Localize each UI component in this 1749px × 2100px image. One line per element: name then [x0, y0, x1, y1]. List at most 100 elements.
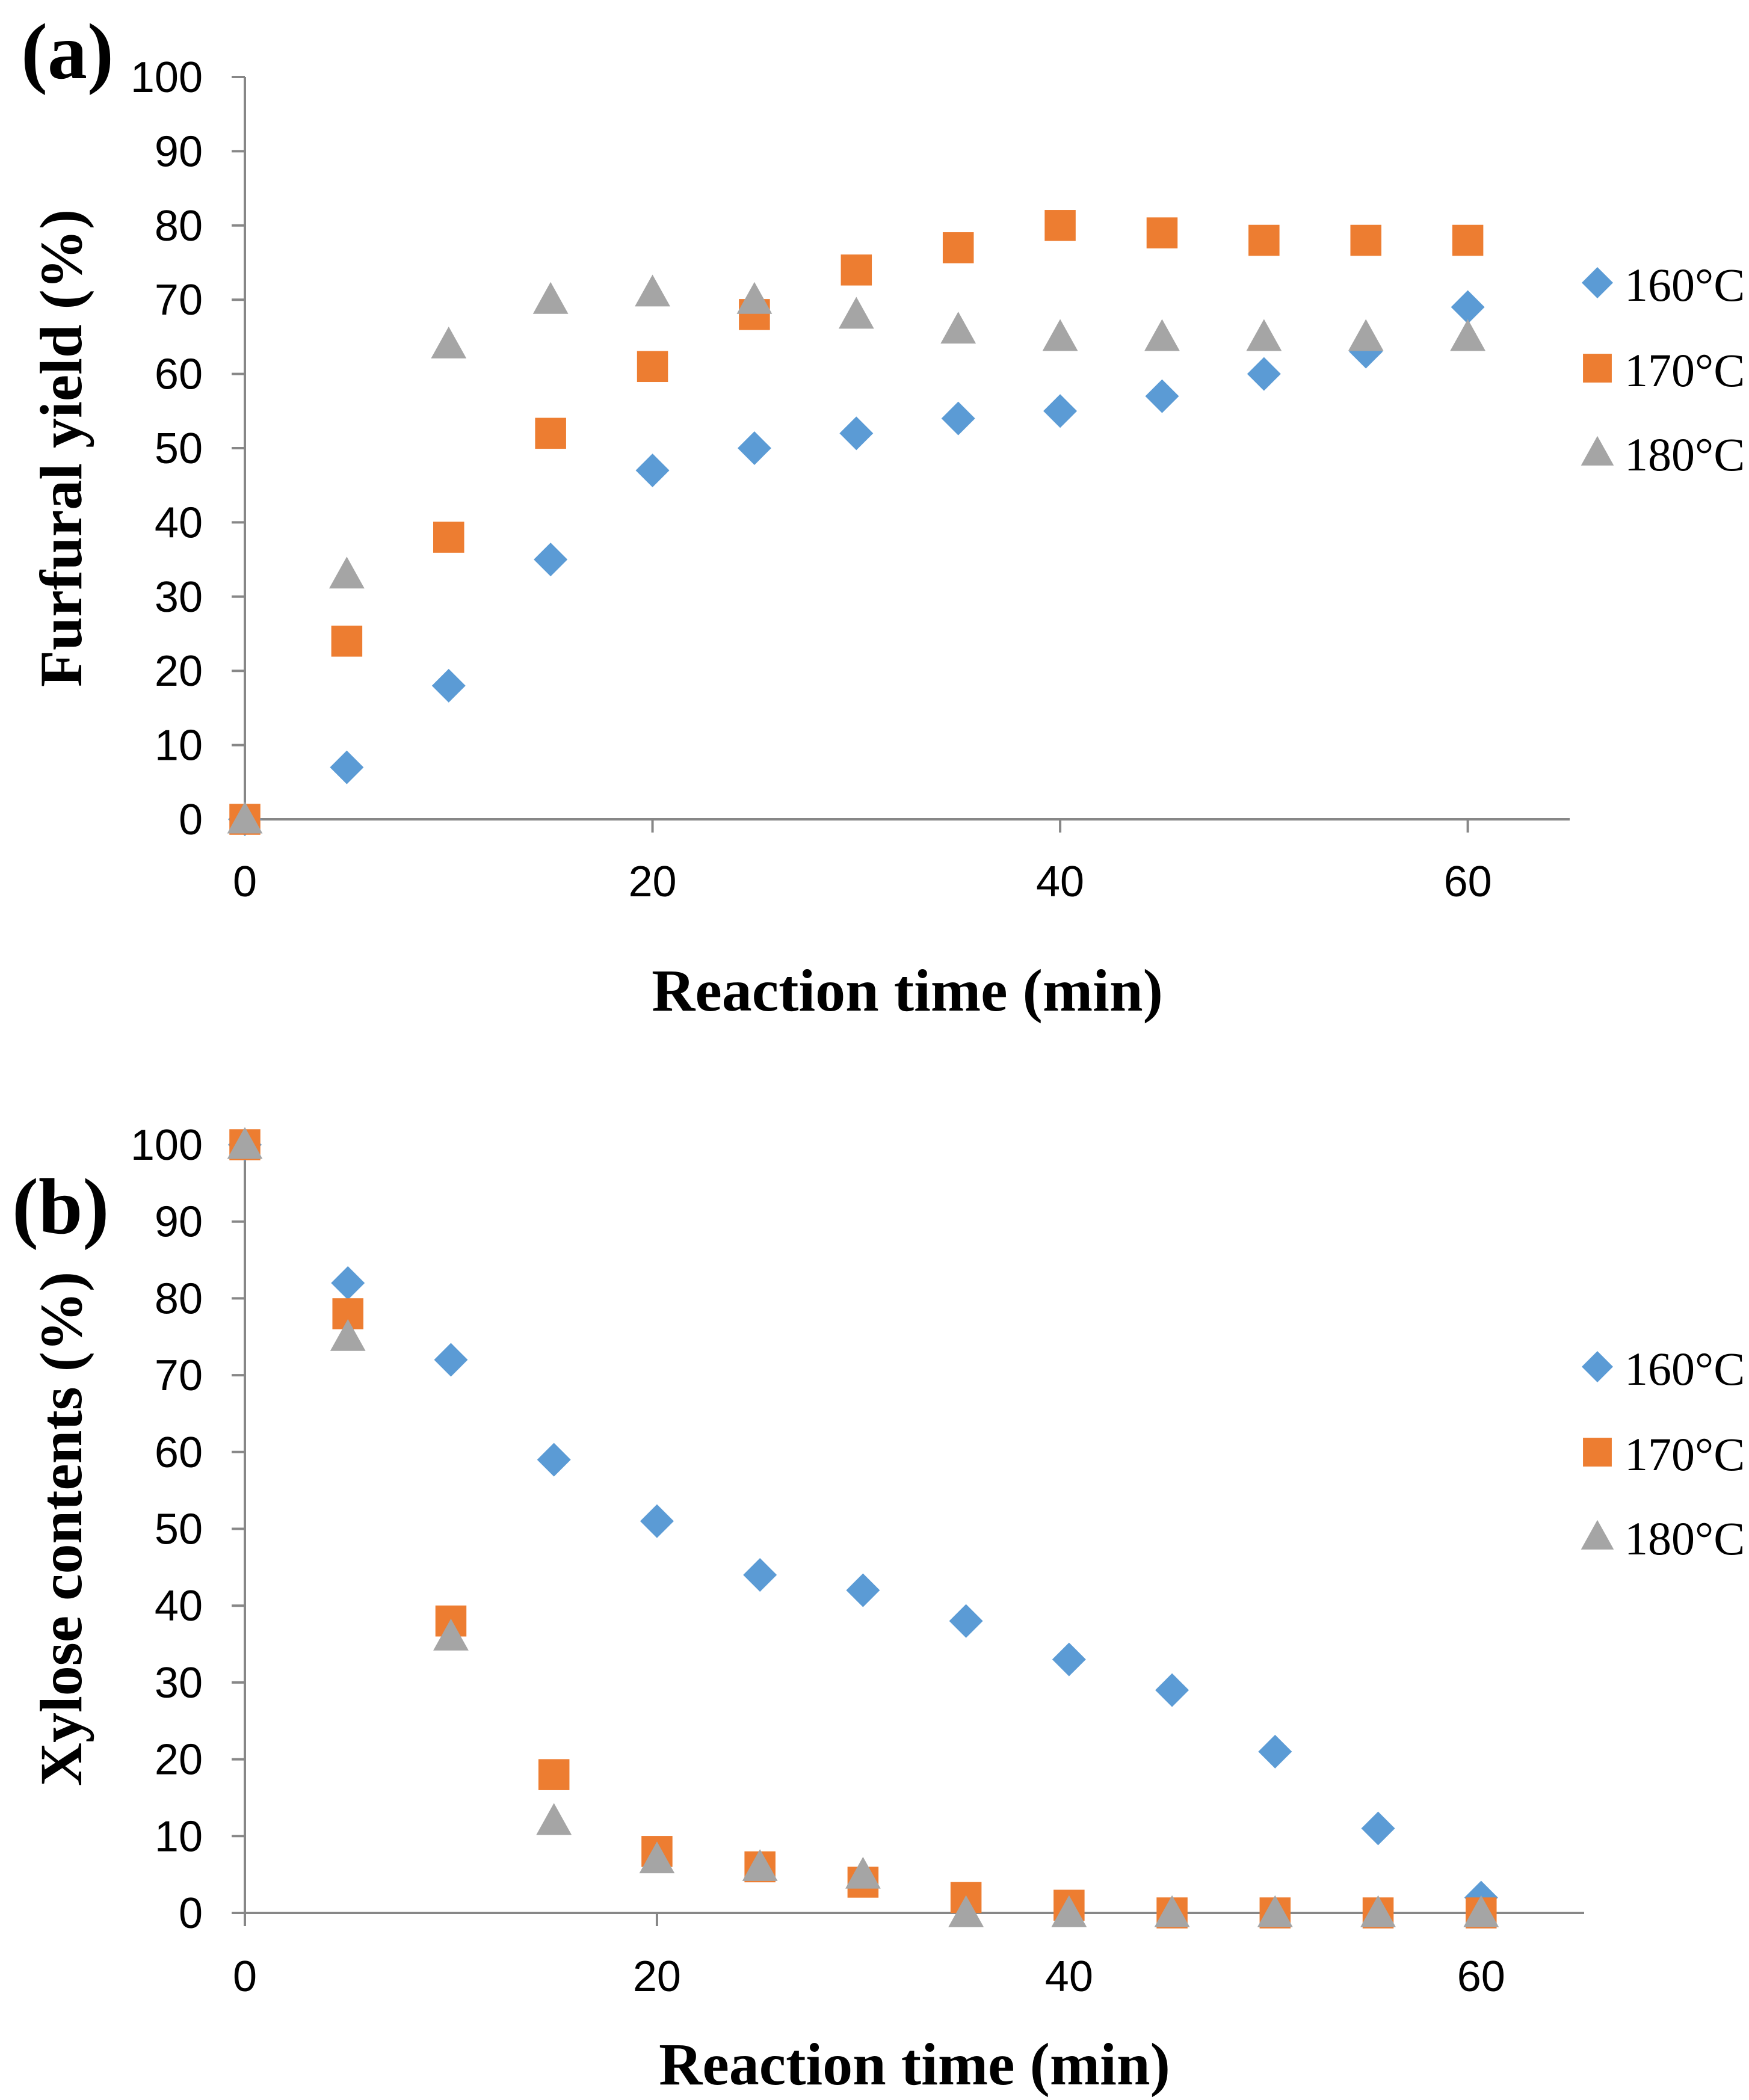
x-tick-label: 0 [233, 1953, 257, 2001]
y-tick-label: 30 [155, 1659, 203, 1707]
y-tick-label: 100 [131, 1121, 203, 1169]
legend-label: 180°C [1624, 1512, 1745, 1565]
data-point [330, 1319, 366, 1351]
x-tick-label: 20 [633, 1953, 681, 2001]
data-point [841, 254, 872, 286]
legend-label: 170°C [1624, 1428, 1745, 1480]
y-tick-label: 70 [155, 276, 203, 324]
y-tick-label: 100 [131, 54, 203, 102]
series-diamond [228, 290, 1485, 836]
data-point [434, 1343, 468, 1377]
data-point [330, 750, 364, 784]
x-tick-label: 60 [1444, 858, 1492, 906]
series-triangle [227, 274, 1486, 834]
data-point [1452, 224, 1484, 256]
data-point [535, 417, 566, 449]
panel-label: (b) [12, 1162, 109, 1251]
x-tick-label: 60 [1457, 1953, 1505, 2001]
data-point [942, 232, 974, 263]
y-axis-title: Furfural yield (%) [28, 209, 94, 687]
y-tick-label: 40 [155, 1582, 203, 1630]
y-tick-label: 80 [155, 1275, 203, 1323]
legend-item: 170°C [1583, 344, 1745, 396]
y-tick-label: 50 [155, 425, 203, 473]
legend-item: 160°C [1582, 259, 1745, 311]
data-point [1350, 224, 1381, 256]
x-axis-title: Reaction time (min) [652, 957, 1163, 1024]
y-tick-label: 10 [155, 1812, 203, 1861]
data-point [431, 326, 467, 359]
data-point [1451, 290, 1485, 324]
y-tick-label: 80 [155, 202, 203, 250]
data-point [537, 1443, 571, 1477]
data-point [1042, 319, 1078, 351]
panel-a: (a) 0 10 20 30 40 50 60 70 80 90 100 0 20 40 60 Reaction… [21, 7, 1745, 1024]
data-point [737, 431, 771, 465]
data-point [227, 801, 263, 834]
data-point [1052, 1642, 1086, 1677]
legend-item: 180°C [1581, 1512, 1745, 1565]
y-tick-label: 0 [179, 796, 203, 844]
data-point [743, 1558, 777, 1592]
data-point [949, 1604, 983, 1638]
data-point [1146, 217, 1178, 248]
data-point [431, 668, 466, 703]
panel-label: (a) [21, 7, 114, 96]
data-point [736, 282, 773, 314]
data-point [845, 1856, 881, 1889]
x-tick-label: 0 [233, 858, 257, 906]
data-point [331, 1266, 365, 1300]
data-point [1155, 1673, 1189, 1707]
panel-b: (b) 0 10 20 30 40 50 60 70 80 90 100 0 20 40 60 Reaction… [12, 1121, 1745, 2098]
series-diamond [228, 1128, 1498, 1915]
data-point [534, 543, 568, 577]
y-tick-label: 60 [155, 1429, 203, 1477]
data-point [1044, 210, 1076, 241]
data-point [1348, 319, 1384, 351]
data-point [1248, 224, 1280, 256]
data-point [1247, 357, 1281, 391]
data-point [635, 454, 670, 488]
legend-marker [1583, 354, 1612, 383]
y-tick-label: 50 [155, 1506, 203, 1554]
legend-label: 160°C [1624, 259, 1745, 311]
legend-item: 170°C [1583, 1428, 1745, 1480]
data-point [1450, 319, 1486, 351]
y-tick-label: 30 [155, 573, 203, 621]
data-point [1463, 1895, 1499, 1927]
data-point [1258, 1734, 1292, 1769]
y-tick-label: 40 [155, 499, 203, 547]
data-point [637, 351, 668, 383]
legend-item: 180°C [1581, 428, 1745, 481]
data-point [331, 626, 363, 657]
data-point [839, 416, 874, 451]
data-point [846, 1573, 880, 1607]
series-square [229, 1129, 1497, 1929]
legend-item: 160°C [1582, 1343, 1745, 1395]
data-point [1154, 1895, 1190, 1927]
x-tick-label: 20 [628, 858, 676, 906]
data-point [1246, 319, 1282, 351]
legend-label: 170°C [1624, 344, 1745, 396]
data-point [329, 556, 365, 589]
data-point [536, 1803, 572, 1835]
legend-marker [1581, 436, 1614, 466]
legend-marker [1582, 267, 1613, 298]
x-tick-label: 40 [1045, 1953, 1093, 2001]
data-point [742, 1849, 778, 1881]
data-point [538, 1759, 570, 1790]
data-point [948, 1895, 984, 1927]
data-point [640, 1504, 674, 1538]
data-point [227, 1127, 263, 1159]
y-tick-label: 90 [155, 1198, 203, 1246]
y-tick-label: 20 [155, 1736, 203, 1784]
y-tick-label: 10 [155, 722, 203, 770]
y-tick-label: 70 [155, 1352, 203, 1400]
series-square [229, 210, 1484, 835]
data-point [1051, 1895, 1087, 1927]
data-point [941, 401, 975, 436]
data-point [433, 1618, 469, 1651]
x-axis-title: Reaction time (min) [659, 2031, 1170, 2098]
data-point [639, 1841, 675, 1874]
